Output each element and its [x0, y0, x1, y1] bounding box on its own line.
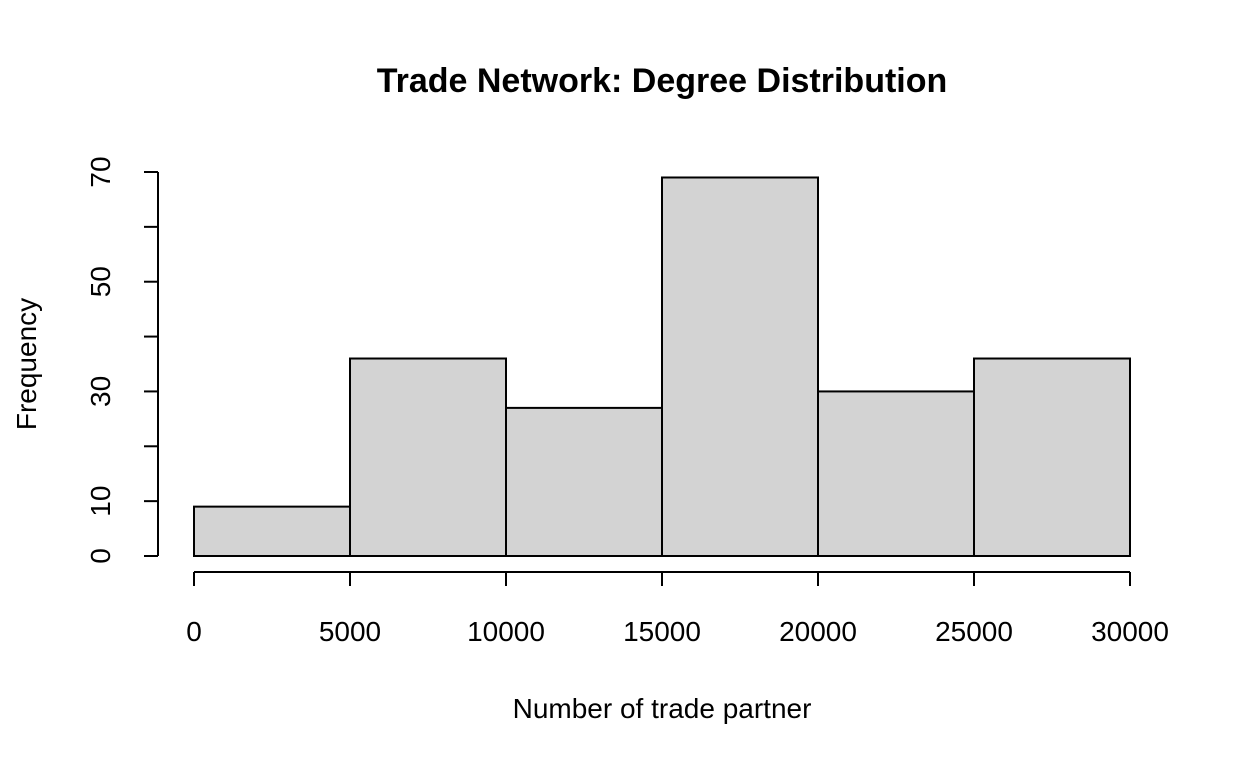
x-axis: 0 5000 10000 15000 20000 25000 30000 — [186, 571, 1169, 647]
histogram-bar-3 — [661, 176, 819, 557]
x-tick-label-0: 0 — [186, 616, 202, 647]
x-tick-label-1: 5000 — [319, 616, 381, 647]
chart-title: Trade Network: Degree Distribution — [377, 62, 948, 100]
histogram-bar-4 — [817, 390, 975, 557]
y-tick-label-5: 50 — [85, 266, 116, 297]
x-tick-label-3: 15000 — [623, 616, 701, 647]
x-axis-label: Number of trade partner — [513, 693, 812, 724]
y-tick-label-0: 0 — [85, 548, 116, 564]
y-axis: 0 10 30 50 70 — [85, 156, 159, 564]
histogram-bar-1 — [349, 357, 507, 557]
y-tick-label-7: 70 — [85, 156, 116, 187]
bars-group — [193, 176, 1131, 557]
histogram-bar-2 — [505, 406, 663, 557]
x-tick-label-4: 20000 — [779, 616, 857, 647]
y-axis-label: Frequency — [11, 298, 42, 430]
x-tick-label-5: 25000 — [935, 616, 1013, 647]
x-tick-label-6: 30000 — [1091, 616, 1169, 647]
y-tick-label-1: 10 — [85, 486, 116, 517]
histogram-bar-5 — [973, 357, 1131, 557]
y-tick-label-3: 30 — [85, 376, 116, 407]
x-tick-label-2: 10000 — [467, 616, 545, 647]
histogram-bar-0 — [193, 505, 351, 557]
